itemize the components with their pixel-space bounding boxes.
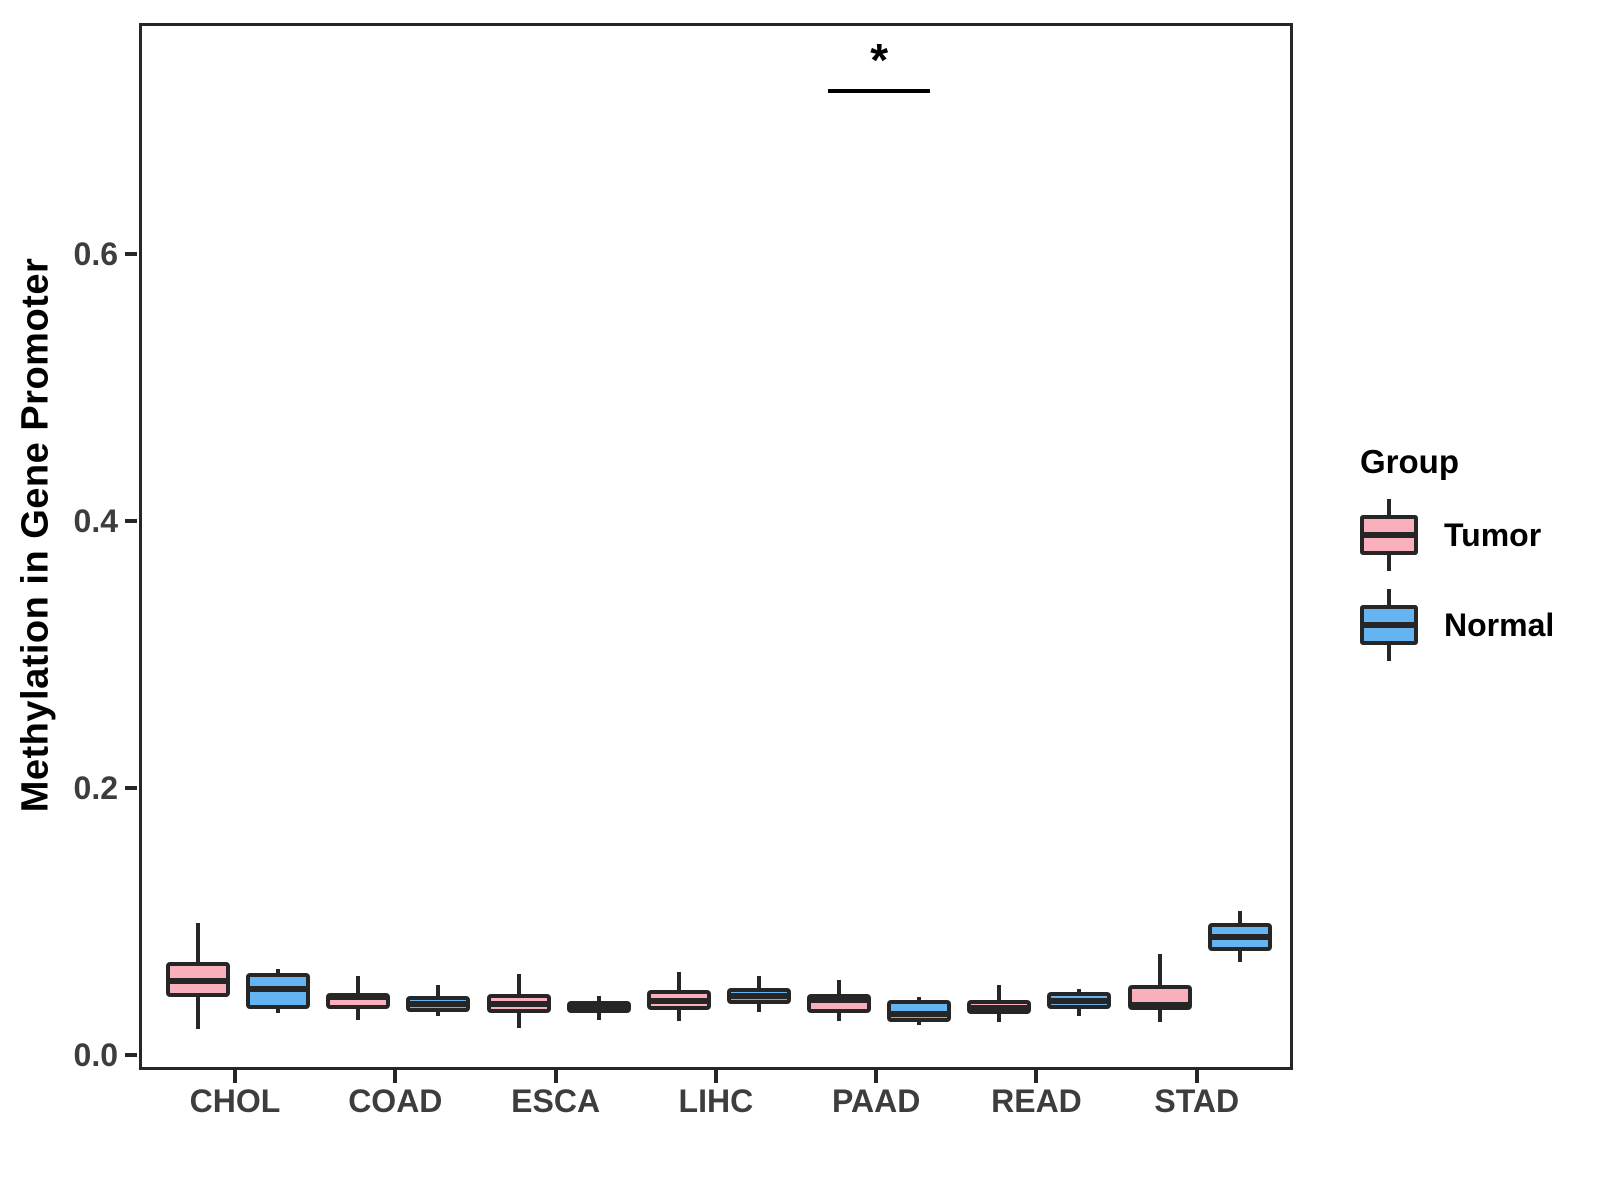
median-CHOL-normal: [249, 985, 307, 992]
x-axis-tick: [393, 1070, 398, 1083]
x-axis-tick: [713, 1070, 718, 1083]
median-ESCA-tumor: [489, 1000, 548, 1007]
legend-label-tumor: Tumor: [1444, 517, 1542, 553]
median-COAD-normal: [409, 1000, 468, 1007]
y-tick-label: 0.2: [73, 770, 118, 807]
median-PAAD-normal: [890, 1011, 949, 1018]
significance-line: [828, 88, 931, 93]
legend-item-normal: Normal: [1360, 587, 1590, 663]
x-axis-tick: [233, 1070, 237, 1083]
legend-label-normal: Normal: [1444, 607, 1555, 643]
median-ESCA-normal: [569, 1004, 628, 1011]
key-median: [1362, 622, 1416, 628]
y-axis-tick: [125, 252, 137, 257]
y-tick-label: 0.0: [73, 1037, 118, 1074]
median-COAD-tumor: [329, 993, 388, 1000]
key-median: [1362, 532, 1416, 538]
x-axis-label-coad: COAD: [348, 1083, 443, 1119]
y-axis-tick: [125, 1053, 137, 1058]
median-LIHC-normal: [729, 992, 788, 999]
boxplot-key-icon: [1360, 497, 1418, 573]
median-READ-normal: [1050, 997, 1109, 1004]
legend-title: Group: [1360, 443, 1459, 480]
median-LIHC-tumor: [649, 997, 708, 1004]
x-axis-tick: [1194, 1070, 1199, 1083]
x-axis-label-stad: STAD: [1154, 1083, 1240, 1119]
legend-item-tumor: Tumor: [1360, 497, 1590, 573]
legend: Group Tumor Normal: [1330, 443, 1590, 677]
x-axis-tick: [1034, 1070, 1039, 1083]
significance-star: *: [870, 33, 889, 86]
x-axis-label-read: READ: [991, 1083, 1082, 1119]
median-STAD-normal: [1210, 933, 1269, 940]
y-tick-label: 0.4: [73, 503, 118, 540]
y-axis-tick: [125, 519, 137, 524]
x-axis-tick: [553, 1070, 558, 1083]
boxplot-key-icon: [1360, 587, 1418, 663]
median-STAD-tumor: [1130, 1001, 1189, 1008]
x-axis-label-paad: PAAD: [832, 1083, 921, 1119]
median-PAAD-tumor: [810, 996, 869, 1003]
x-axis-tick: [874, 1070, 879, 1083]
y-tick-label: 0.6: [73, 236, 118, 273]
median-CHOL-tumor: [169, 977, 227, 984]
x-axis-label-lihc: LIHC: [678, 1083, 754, 1119]
plot-panel: *: [139, 23, 1293, 1070]
x-axis-label-chol: CHOL: [189, 1083, 281, 1119]
y-axis-tick: [125, 786, 137, 791]
x-axis-label-esca: ESCA: [511, 1083, 601, 1119]
median-READ-tumor: [970, 1004, 1029, 1011]
